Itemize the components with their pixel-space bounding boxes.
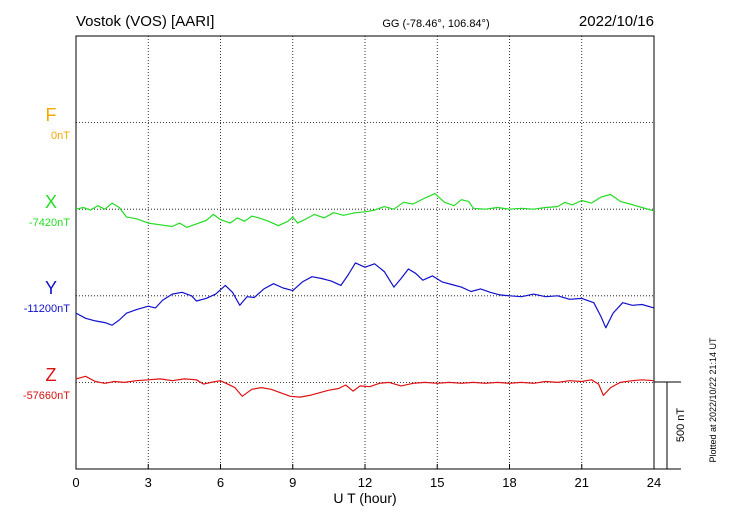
series-line-z (75, 375, 655, 398)
x-tick-label: 0 (72, 475, 79, 490)
x-tick-label: 18 (502, 475, 516, 490)
baseline-label-f: 0nT (51, 130, 70, 142)
x-axis-ticks: 0 3 6 9 12 15 18 21 24 (72, 464, 661, 490)
x-tick-label: 3 (145, 475, 152, 490)
x-axis-label: U T (hour) (333, 490, 396, 506)
baseline-label-z: -57660nT (23, 390, 70, 402)
grid (76, 36, 654, 469)
baseline-label-y: -11200nT (24, 303, 71, 315)
x-tick-label: 24 (647, 475, 661, 490)
station-title: Vostok (VOS) [AARI] (76, 13, 214, 30)
x-tick-label: 15 (430, 475, 444, 490)
scale-bar-label: 500 nT (675, 408, 687, 443)
component-label-f: F (46, 105, 57, 125)
component-label-y: Y (45, 278, 57, 298)
plotted-timestamp: Plotted at 2022/10/22 21:14 UT (708, 337, 718, 463)
series-line-y (75, 262, 655, 329)
series-group (75, 193, 655, 398)
component-label-z: Z (46, 365, 57, 385)
series-line-x (75, 193, 655, 228)
x-tick-label: 21 (575, 475, 589, 490)
x-tick-label: 6 (217, 475, 224, 490)
component-label-x: X (45, 192, 57, 212)
date-label: 2022/10/16 (579, 13, 654, 30)
x-tick-label: 12 (358, 475, 372, 490)
x-tick-label: 9 (289, 475, 296, 490)
baseline-label-x: -7420nT (29, 217, 70, 229)
coordinates-label: GG (-78.46°, 106.84°) (382, 18, 489, 30)
scale-bar (654, 381, 681, 470)
